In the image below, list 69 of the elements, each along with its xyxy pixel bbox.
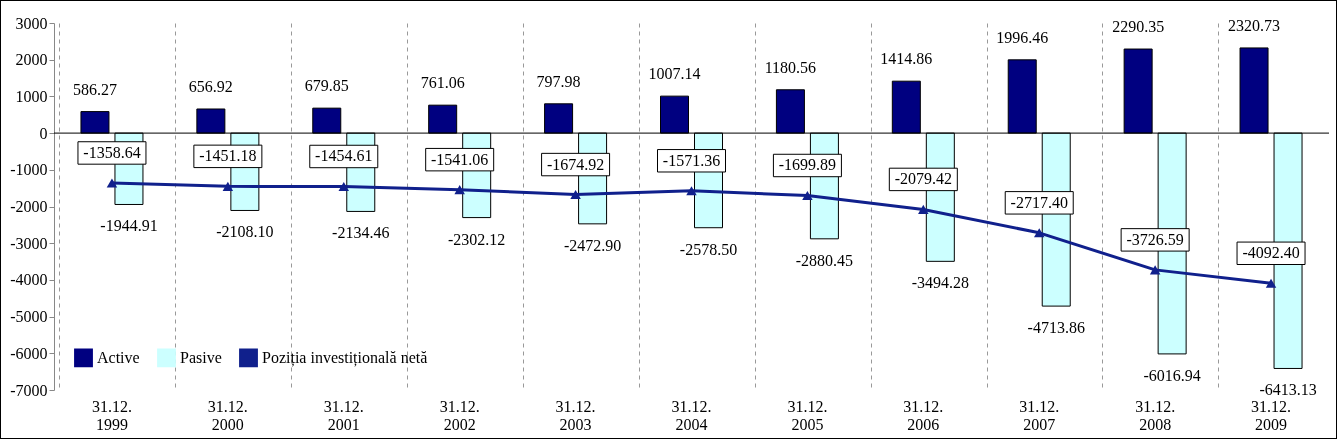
y-tick-label: -3000 [10,234,48,252]
point [1149,265,1161,275]
point [338,181,350,192]
data-label: -2134.46 [332,224,390,242]
data-label: -2108.10 [216,223,274,241]
data-label: -1944.91 [100,217,158,235]
data-label: -1674.92 [546,155,605,173]
data-label: 1180.56 [764,58,817,76]
y-tick-label: -2000 [10,198,48,215]
data-label: -1454.61 [315,147,373,165]
data-label: -1358.64 [83,143,141,161]
y-tick-label: -7000 [10,381,48,399]
x-tick-label: 31.12. 2000 [207,397,248,433]
data-label: 2290.35 [1112,18,1165,36]
x-tick-label: 31.12. 1999 [91,397,132,433]
data-label: 797.98 [536,72,581,90]
y-tick-label: -4000 [10,271,48,289]
y-tick-label: 2000 [15,51,48,69]
point [222,181,234,191]
data-label: -1541.06 [431,150,489,168]
data-label: 586.27 [72,80,117,98]
x-tick-label: 31.12. 2002 [439,397,480,433]
x-tick-label: 31.12. 2009 [1251,397,1292,433]
point [686,186,697,196]
legend-label: Poziția investițională netă [262,348,428,367]
y-tick-label: 1000 [15,87,48,105]
data-label: -6413.13 [1259,381,1317,399]
legend-label: Pasive [180,348,222,366]
data-label: 1414.86 [880,50,933,68]
x-tick-label: 31.12. 2004 [671,397,712,433]
point [106,178,118,188]
data-label: 656.92 [188,77,233,95]
point [918,204,929,214]
data-label: -4092.40 [1242,244,1300,262]
x-tick-label: 31.12. 2001 [323,397,364,433]
data-label: -1699.89 [778,156,837,174]
data-label: -2472.90 [563,236,622,254]
legend-label: Active [97,348,140,366]
y-tick-label: 3000 [15,14,48,32]
x-tick-label: 31.12. 2007 [1019,397,1060,433]
data-label: -2717.40 [1010,193,1068,211]
x-tick-label: 31.12. 2003 [555,397,596,433]
data-label: -3726.59 [1126,230,1184,248]
data-label: 1007.14 [648,65,701,83]
point [454,185,465,195]
data-label: -3494.28 [911,274,969,292]
data-label: -4713.86 [1027,319,1085,337]
data-label: 1996.46 [996,28,1049,46]
data-label: -2079.42 [894,170,952,188]
data-label: 2320.73 [1228,16,1281,34]
data-label: -1571.36 [662,151,721,169]
point [1265,278,1277,288]
data-label: 679.85 [304,77,349,95]
data-label: -2578.50 [679,240,738,258]
y-tick-label: -6000 [10,344,48,362]
data-label: -6016.94 [1143,366,1201,384]
point [1033,228,1045,238]
data-label: -2302.12 [448,230,506,248]
x-tick-label: 31.12. 2006 [903,397,944,433]
data-label: -2880.45 [795,251,854,269]
point [802,190,813,201]
y-tick-label: -5000 [10,308,48,326]
data-label: 761.06 [420,74,465,92]
point [570,190,581,200]
data-label: -1451.18 [199,147,257,165]
x-tick-label: 31.12. 2005 [787,397,828,433]
x-tick-label: 31.12. 2008 [1135,397,1176,433]
y-tick-label: 0 [39,124,48,142]
y-tick-label: -1000 [10,161,48,179]
